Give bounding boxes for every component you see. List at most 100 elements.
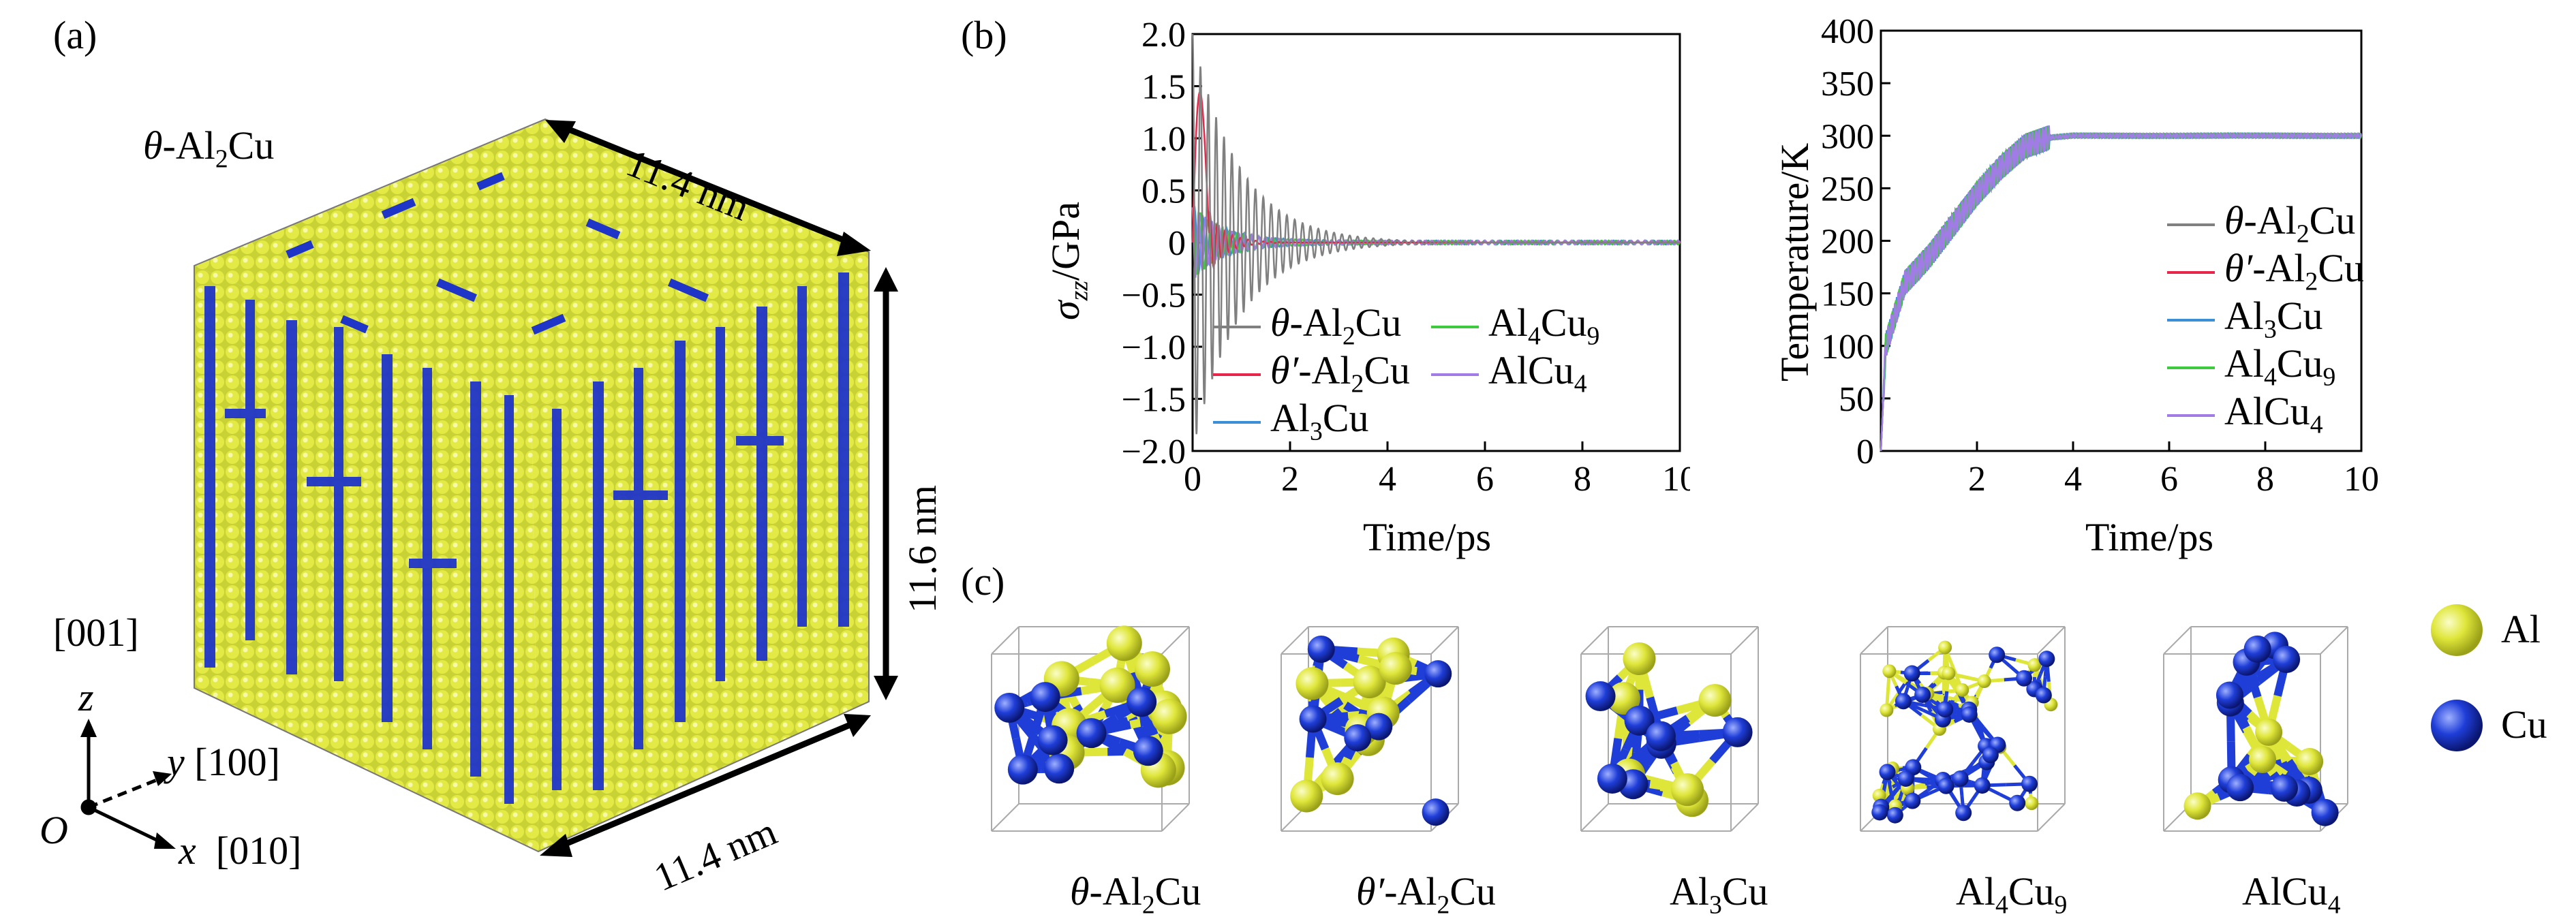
cu-atom	[1126, 687, 1157, 717]
axis-x-label: x [010]	[179, 828, 302, 873]
cu-atom	[1007, 754, 1038, 785]
structure-label: Al3Cu	[1670, 869, 1768, 920]
panel-c-label: (c)	[961, 559, 1005, 604]
cu-atom	[1044, 753, 1075, 784]
al-atom	[2025, 796, 2039, 811]
crystal-cell	[1860, 626, 2066, 832]
cell-edge	[1730, 803, 1759, 832]
al-atom	[1698, 684, 1732, 717]
y-tick-label: 0.5	[1141, 172, 1186, 211]
y-tick-label: 200	[1821, 223, 1874, 262]
cu-legend-icon	[2431, 700, 2483, 751]
atomistic-cube	[80, 118, 898, 857]
cu-atom	[1424, 660, 1452, 688]
cu-atom	[1895, 693, 1912, 710]
x-tick-label: 2	[1968, 460, 1986, 499]
cu-atom	[1879, 764, 1896, 781]
cu-atom	[1914, 686, 1931, 703]
structure-label: Al4Cu9	[1956, 869, 2068, 920]
x-tick-label: 10	[2344, 460, 2379, 499]
x-tick-label: 8	[1574, 460, 1591, 499]
cell-edge	[1580, 626, 1609, 655]
cu-atom	[1624, 705, 1655, 736]
al-atom	[1353, 666, 1386, 699]
cu-atom	[1645, 721, 1676, 751]
cell-edge	[1730, 626, 1759, 655]
cu-atom	[1961, 706, 1978, 723]
stress-chart: 2.01.51.00.50−0.5−1.0−1.5−2.00 2 4 6 8 10	[1122, 16, 1690, 499]
cell-edge	[991, 626, 1019, 655]
cu-atom	[2016, 670, 2033, 687]
cu-atom	[2021, 775, 2038, 792]
al-atom	[1671, 773, 1704, 807]
x-tick-label: 0	[1184, 460, 1201, 499]
cu-atom	[1597, 763, 1627, 794]
crystal-cell	[1281, 626, 1459, 832]
cu-legend-label: Cu	[2501, 702, 2547, 747]
x-tick-label: 8	[2256, 460, 2274, 499]
cell-edge	[2037, 626, 2066, 655]
y-tick-label: −1.0	[1122, 328, 1186, 367]
y-tick-label: 400	[1821, 12, 1874, 51]
temperature-series-line	[1880, 125, 2362, 452]
stress-xlabel: Time/ps	[1363, 515, 1492, 559]
cell-edge	[1430, 626, 1459, 655]
al-legend-label: Al	[2501, 607, 2541, 651]
atom-legend-icons	[2431, 604, 2483, 656]
cu-atom	[1989, 646, 2006, 664]
al-atom	[1134, 651, 1170, 687]
al-atom	[1623, 642, 1656, 676]
cu-atom	[1955, 805, 1972, 822]
cu-atom	[1903, 665, 1920, 682]
y-tick-label: 300	[1821, 117, 1874, 156]
cu-atom	[1344, 724, 1372, 752]
temp-legend-item: Al3Cu	[2167, 293, 2323, 345]
cell-edge	[991, 803, 1019, 832]
stress-legend-item: AlCu4	[1431, 347, 1587, 399]
cu-atom	[1037, 725, 1068, 755]
temp-legend-item: AlCu4	[2167, 388, 2323, 440]
al-atom	[2255, 718, 2283, 746]
al-legend-icon	[2431, 604, 2483, 656]
cu-atom	[2215, 681, 2243, 709]
y-tick-label: 1.0	[1141, 120, 1186, 159]
cell-edge	[1580, 803, 1609, 832]
y-tick-label: 250	[1821, 170, 1874, 208]
al-atom	[1977, 674, 1991, 689]
al-atom	[1321, 762, 1354, 796]
axis-o-label: O	[40, 808, 68, 852]
y-tick-label: −0.5	[1122, 277, 1186, 315]
cu-atom	[1937, 777, 1954, 794]
stress-legend-item: θ′-Al2Cu	[1213, 347, 1410, 399]
cu-atom	[1133, 736, 1163, 766]
panel-b-label: (b)	[961, 13, 1007, 57]
x-tick-label: 10	[1662, 460, 1690, 499]
crystal-structures	[991, 625, 2348, 832]
temperature-xlabel: Time/ps	[2085, 515, 2214, 559]
cu-atom	[1030, 682, 1060, 713]
y-tick-label: 150	[1821, 275, 1874, 314]
structure-label: θ-Al2Cu	[1070, 869, 1201, 920]
cube-top-face	[194, 119, 869, 409]
cu-atom	[1982, 747, 1999, 764]
y-tick-label: 1.5	[1141, 68, 1186, 107]
al-atom	[1880, 703, 1894, 717]
stress-legend-item: Al4Cu9	[1431, 300, 1599, 352]
al-atom	[1295, 667, 1329, 700]
x-tick-label: 4	[1379, 460, 1396, 499]
al-atom	[1099, 667, 1135, 703]
temp-legend-item: θ-Al2Cu	[2167, 198, 2355, 249]
cu-atom	[2035, 687, 2052, 704]
al-atom	[1942, 666, 1956, 681]
cu-atom	[1422, 798, 1450, 826]
cu-atom	[1897, 770, 1914, 787]
axis-y-label: y [100]	[167, 740, 280, 784]
temp-legend-item: Al4Cu9	[2167, 341, 2335, 392]
cu-atom	[1365, 713, 1393, 740]
al-atom	[1106, 625, 1142, 661]
cu-atom	[2038, 651, 2055, 668]
y-tick-label: 2.0	[1141, 16, 1186, 54]
y-tick-label: 50	[1839, 380, 1874, 419]
al-atom	[1607, 682, 1640, 715]
y-tick-label: 0	[1856, 433, 1874, 471]
